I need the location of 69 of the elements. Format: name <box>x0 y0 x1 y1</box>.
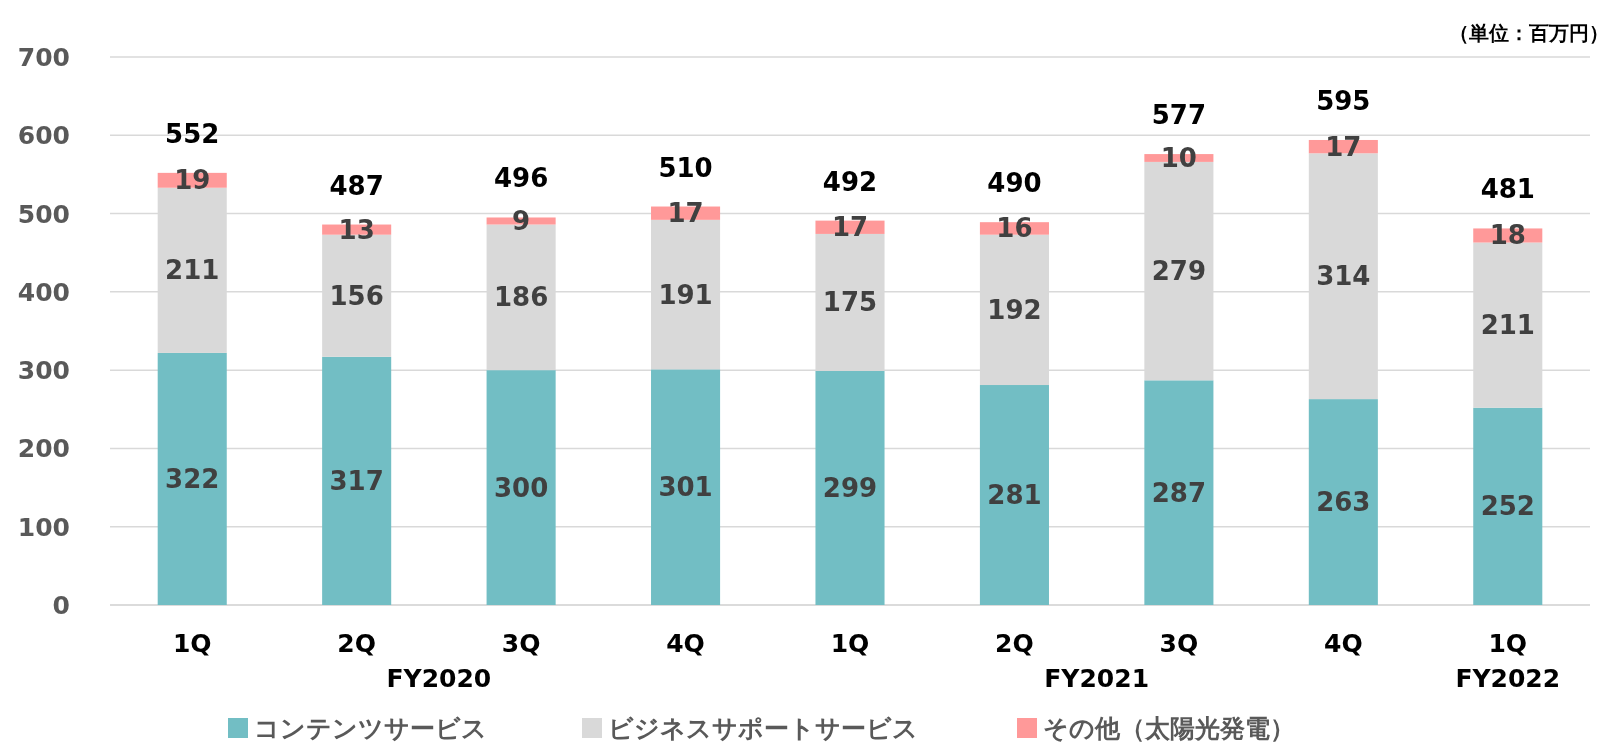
data-label: 263 <box>1316 487 1371 518</box>
total-label: 481 <box>1480 174 1535 205</box>
bar <box>322 356 392 605</box>
total-label: 496 <box>493 163 549 194</box>
text: FY2020 <box>386 664 492 693</box>
data-label: 314 <box>1316 261 1371 292</box>
data-label: 19 <box>174 165 211 196</box>
text: FY2021 <box>1044 664 1150 693</box>
data-label: 322 <box>165 463 220 494</box>
x-tick-label: 1Q <box>830 629 870 658</box>
y-tick-label: 500 <box>17 199 70 229</box>
data-label: 156 <box>329 280 384 311</box>
x-tick-label: 4Q <box>666 629 705 658</box>
y-tick-label: 400 <box>17 277 70 307</box>
data-label: 317 <box>329 465 384 496</box>
data-label: 299 <box>822 472 878 503</box>
data-label: 287 <box>1151 477 1207 508</box>
bar <box>979 385 1049 605</box>
data-label: 186 <box>493 282 549 313</box>
bar <box>1308 399 1378 605</box>
x-tick-label: 1Q <box>1488 629 1528 658</box>
data-label: 17 <box>831 212 869 243</box>
legend-label: その他（太陽光発電） <box>1043 714 1295 742</box>
data-label: 192 <box>987 294 1042 325</box>
bar <box>157 352 227 605</box>
data-label: 211 <box>1480 310 1535 341</box>
y-tick-label: 200 <box>17 434 70 464</box>
data-label: 175 <box>822 287 878 318</box>
data-label: 16 <box>996 213 1033 244</box>
total-label: 490 <box>987 168 1042 199</box>
bar <box>1144 380 1214 605</box>
x-tick-label: 4Q <box>1324 629 1363 658</box>
data-label: 211 <box>165 255 220 286</box>
bar <box>815 370 885 605</box>
data-label: 10 <box>1160 142 1197 173</box>
legend-label: ビジネスサポートサービス <box>608 714 918 742</box>
y-tick-label: 100 <box>17 512 70 542</box>
total-label: 510 <box>658 152 713 183</box>
total-label: 492 <box>822 166 878 197</box>
legend-label: コンテンツサービス <box>254 714 487 742</box>
data-label: 300 <box>493 472 549 503</box>
total-label: 552 <box>165 118 220 149</box>
y-tick-label: 700 <box>17 43 70 72</box>
total-label: 577 <box>1151 100 1207 131</box>
data-label: 18 <box>1489 220 1526 251</box>
data-label: 17 <box>1325 131 1362 162</box>
data-label: 191 <box>658 279 713 310</box>
x-tick-label: 2Q <box>337 629 376 658</box>
bar <box>651 369 721 605</box>
data-label: 17 <box>667 198 704 229</box>
total-label: 595 <box>1316 85 1371 116</box>
y-tick-label: 600 <box>17 121 70 151</box>
total-label: 487 <box>329 170 384 201</box>
data-label: 13 <box>338 214 375 245</box>
text: FY2022 <box>1455 664 1561 693</box>
data-label: 281 <box>987 480 1042 511</box>
y-tick-label: 300 <box>17 356 70 386</box>
data-label: 301 <box>658 472 713 503</box>
y-tick-label: 0 <box>52 591 70 620</box>
data-label: 9 <box>512 206 531 237</box>
data-label: 252 <box>1480 491 1535 522</box>
bar <box>1473 407 1543 605</box>
bar <box>486 370 556 605</box>
x-tick-label: 1Q <box>172 629 212 658</box>
x-tick-label: 2Q <box>995 629 1034 658</box>
x-tick-label: 3Q <box>501 629 541 658</box>
x-tick-label: 3Q <box>1159 629 1199 658</box>
text: （単位：百万円） <box>1449 21 1609 45</box>
data-label: 279 <box>1151 256 1207 287</box>
